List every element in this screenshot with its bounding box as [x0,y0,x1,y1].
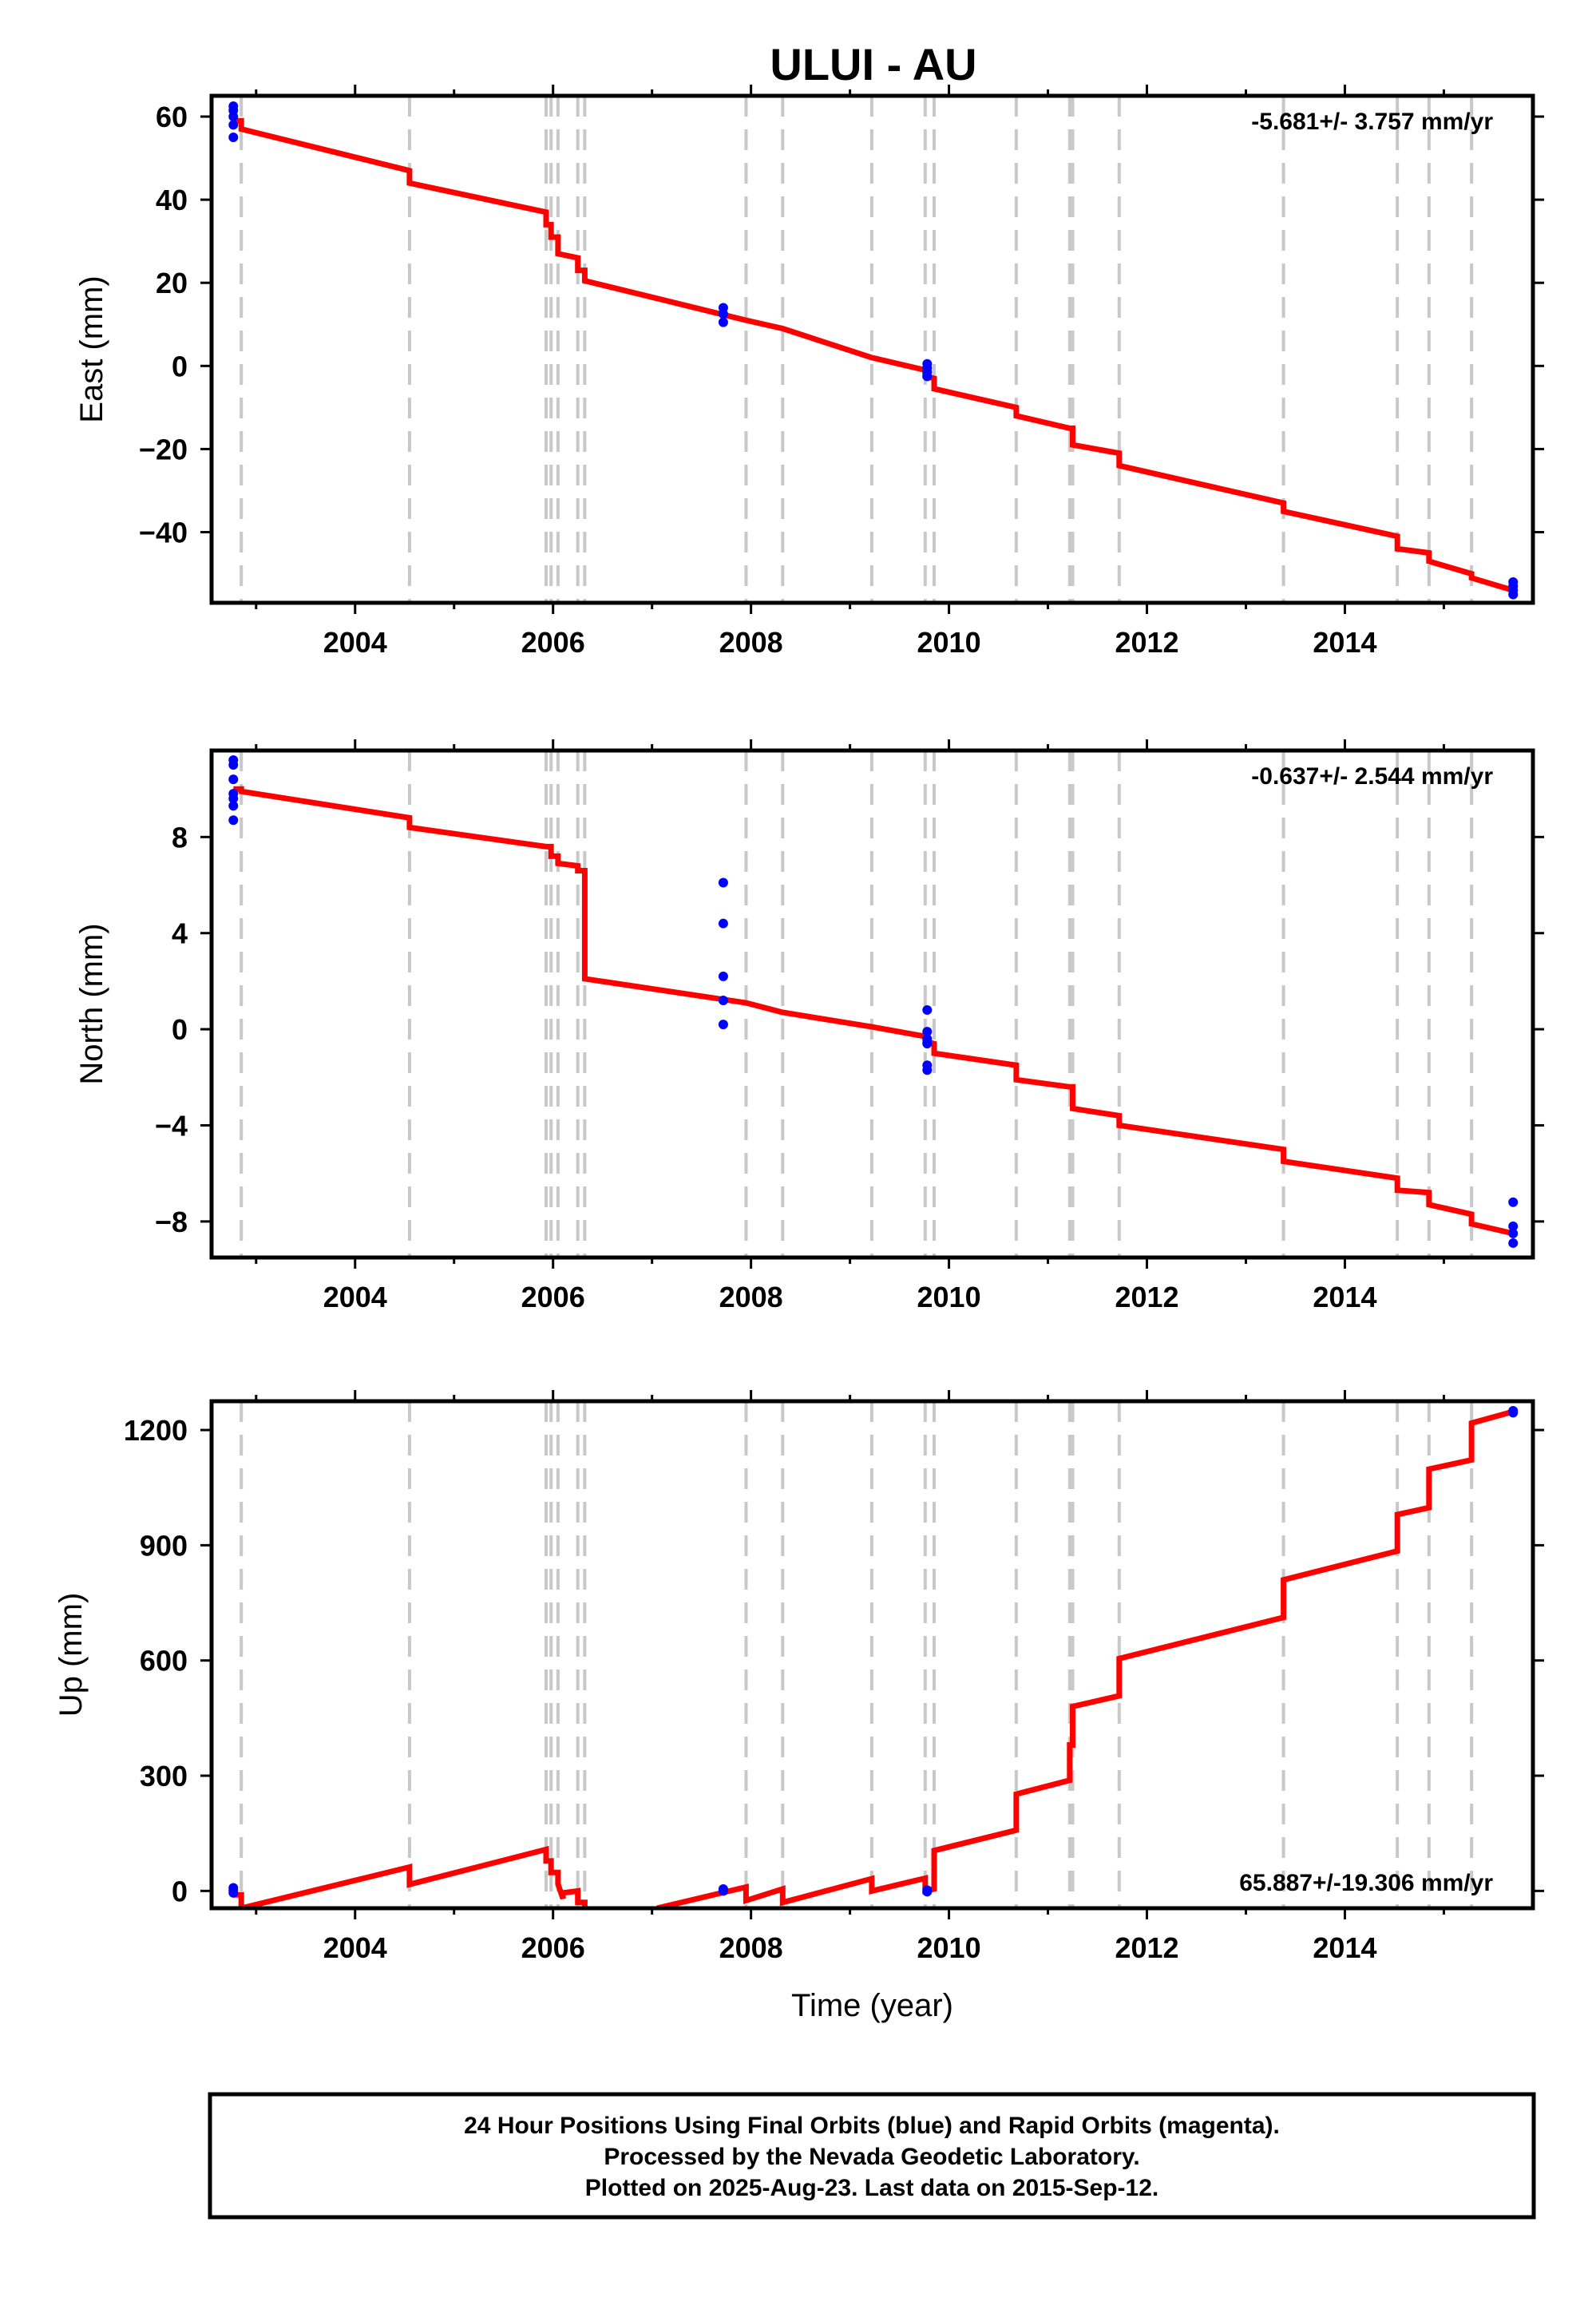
x-tick-label: 2012 [1115,1931,1178,1964]
data-point [718,918,728,929]
data-point [228,815,239,826]
y-tick-label: 900 [140,1529,188,1562]
y-tick-label: −8 [155,1206,188,1238]
data-point [228,133,239,143]
y-tick-label: 60 [156,101,188,133]
data-point [718,1020,728,1030]
x-tick-label: 2004 [323,1281,387,1313]
y-tick-label: 0 [172,1875,188,1907]
x-tick-label: 2014 [1313,626,1376,659]
y-tick-label: 600 [140,1645,188,1677]
rate-label: 65.887+/-19.306 mm/yr [1239,1870,1493,1896]
panel-frame [209,748,1535,1260]
footer-box: 24 Hour Positions Using Final Orbits (bl… [208,2092,1536,2220]
y-tick-label: 0 [172,1013,188,1046]
data-point [922,371,933,382]
model-line-segment [656,1408,1515,1908]
x-tick-label: 2012 [1115,1281,1178,1313]
y-tick-label: 300 [140,1760,188,1792]
model-line [233,117,1515,593]
footer-line-1: 24 Hour Positions Using Final Orbits (bl… [464,2113,1280,2139]
data-point [228,774,239,785]
y-axis-label: East (mm) [74,275,109,422]
data-point [718,971,728,981]
data-point [1508,1408,1519,1418]
x-tick-label: 2008 [719,1281,783,1313]
x-tick-label: 2010 [917,1931,981,1964]
y-tick-label: 4 [172,917,188,950]
footer-line-2: Processed by the Nevada Geodetic Laborat… [604,2144,1139,2170]
y-tick-label: −20 [139,433,188,465]
data-point [1508,1197,1519,1207]
data-point [922,1065,933,1075]
north-panel: 2004 2006 2008 2010 2012 2014 8 4 0 −4 −8 North (mm… [74,739,1544,1313]
data-point [718,1886,728,1896]
panel-frame [209,93,1535,605]
east-panel: 2004 2006 2008 2010 2012 2014 60 40 20 0 −20 −40 Eas… [74,85,1544,659]
data-point [718,309,728,319]
y-tick-label: 1200 [124,1414,188,1447]
data-point [228,794,239,804]
data-point [1508,1221,1519,1231]
data-point [1508,1228,1519,1238]
y-tick-label: 8 [172,821,188,854]
up-panel: 2004 2006 2008 2010 2012 2014 1200 900 600 300 0 Up… [53,1390,1544,2023]
data-point [922,1005,933,1016]
x-tick-label: 2014 [1313,1281,1376,1313]
panel-frame [209,1399,1535,1911]
y-tick-label: 40 [156,184,188,216]
x-tick-label: 2010 [917,1281,981,1313]
y-tick-label: −4 [155,1109,188,1142]
data-point [228,1887,239,1898]
y-axis-label: North (mm) [74,923,109,1084]
x-tick-label: 2010 [917,626,981,659]
rate-label: -0.637+/- 2.544 mm/yr [1251,763,1493,790]
data-point [1508,589,1519,600]
data-point [228,760,239,770]
x-tick-label: 2006 [521,626,585,659]
x-tick-label: 2004 [323,1931,387,1964]
y-tick-label: −40 [139,517,188,549]
chart-title: ULUI - AU [770,39,976,89]
data-point [718,995,728,1005]
data-point [228,120,239,130]
y-tick-label: 20 [156,267,188,299]
footer-frame [208,2092,1536,2220]
data-point [922,1887,933,1897]
x-axis-label: Time (year) [791,1988,953,2023]
x-tick-label: 2008 [719,1931,783,1964]
x-tick-label: 2006 [521,1931,585,1964]
data-point [718,877,728,888]
x-tick-label: 2008 [719,626,783,659]
x-tick-label: 2012 [1115,626,1178,659]
y-tick-label: 0 [172,350,188,382]
data-point [922,1027,933,1037]
model-line [233,1845,588,1908]
data-point [228,801,239,811]
data-point [228,112,239,122]
rate-label: -5.681+/- 3.757 mm/yr [1251,109,1493,135]
x-tick-label: 2006 [521,1281,585,1313]
data-point [1508,1238,1519,1248]
footer-line-3: Plotted on 2025-Aug-23. Last data on 201… [585,2175,1159,2201]
x-tick-label: 2004 [323,626,387,659]
data-point [922,1039,933,1049]
data-point [718,317,728,327]
x-tick-label: 2014 [1313,1931,1376,1964]
y-axis-label: Up (mm) [53,1593,89,1717]
